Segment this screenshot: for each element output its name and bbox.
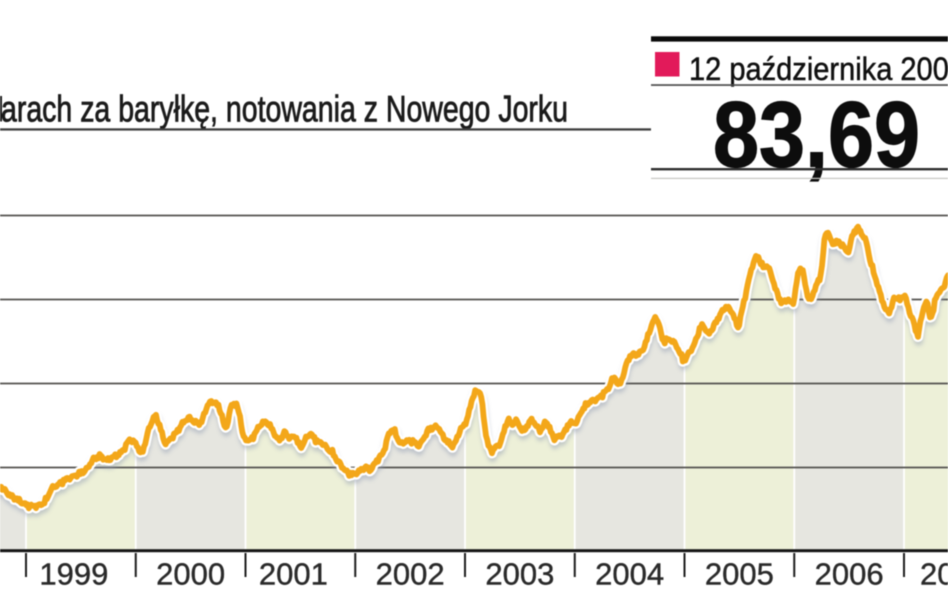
svg-text:83,69: 83,69 <box>713 83 920 187</box>
svg-text:12 października 2007: 12 października 2007 <box>689 51 948 87</box>
svg-text:2006: 2006 <box>815 558 884 592</box>
svg-text:2001: 2001 <box>259 558 328 592</box>
svg-text:2007: 2007 <box>920 558 948 592</box>
svg-text:2000: 2000 <box>156 558 225 592</box>
svg-text:2005: 2005 <box>705 558 774 592</box>
svg-text:arach za baryłkę, notowania z: arach za baryłkę, notowania z Nowego Jor… <box>1 89 568 130</box>
svg-text:2002: 2002 <box>376 558 445 592</box>
svg-text:1999: 1999 <box>39 558 108 592</box>
svg-text:2004: 2004 <box>595 558 664 592</box>
svg-text:2003: 2003 <box>485 558 554 592</box>
